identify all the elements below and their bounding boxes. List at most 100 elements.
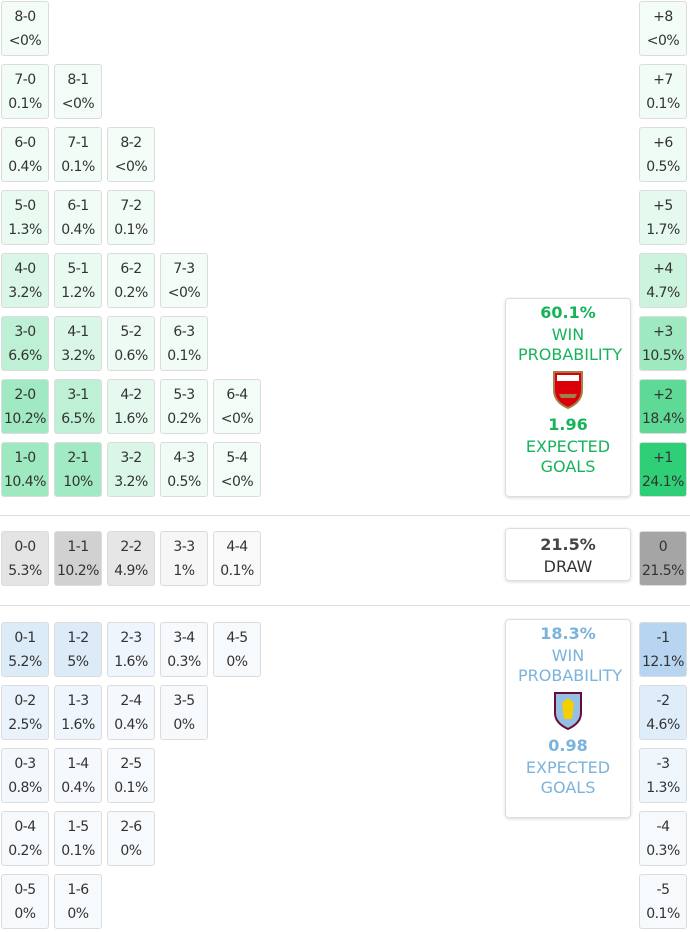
score-cell: 7-0 0.1%	[1, 64, 49, 119]
score: 0-2	[14, 692, 36, 709]
probability: 0.5%	[167, 473, 201, 490]
score: 2-5	[120, 755, 142, 772]
score: 4-5	[226, 629, 248, 646]
score-cell: 2-1 10%	[54, 442, 102, 497]
score-cell: +5 1.7%	[639, 190, 687, 245]
score-cell: 4-5 0%	[213, 622, 261, 677]
score-cell: 3-4 0.3%	[160, 622, 208, 677]
score: 2-6	[120, 818, 142, 835]
score: 7-0	[14, 71, 36, 88]
score: 8-2	[120, 134, 142, 151]
score: -3	[656, 755, 670, 772]
score: 7-2	[120, 197, 142, 214]
probability: 0.4%	[61, 221, 95, 238]
score-cell: +2 18.4%	[639, 379, 687, 434]
score-cell: 7-3 <0%	[160, 253, 208, 308]
xg-label: EXPECTED GOALS	[525, 437, 611, 476]
score-cell: 4-1 3.2%	[54, 316, 102, 371]
score: 5-0	[14, 197, 36, 214]
score: -1	[656, 629, 670, 646]
probability: 0.1%	[646, 95, 680, 112]
score-cell: 1-0 10.4%	[1, 442, 49, 497]
score-cell: 8-0 <0%	[1, 1, 49, 56]
probability: 5%	[67, 653, 89, 670]
probability: 0.1%	[61, 158, 95, 175]
probability: 4.7%	[646, 284, 680, 301]
score: 4-0	[14, 260, 36, 277]
score-cell: 1-6 0%	[54, 874, 102, 929]
probability: 24.1%	[642, 473, 684, 490]
probability: 0.4%	[114, 716, 148, 733]
score: -4	[656, 818, 670, 835]
score-cell: +6 0.5%	[639, 127, 687, 182]
score-cell: +4 4.7%	[639, 253, 687, 308]
probability: 1.6%	[61, 716, 95, 733]
probability: <0%	[646, 32, 680, 49]
score: 6-4	[226, 386, 248, 403]
score: 3-2	[120, 449, 142, 466]
score: 4-4	[226, 538, 248, 555]
score-cell: 2-3 1.6%	[107, 622, 155, 677]
score: 0-3	[14, 755, 36, 772]
probability: 10.2%	[4, 410, 46, 427]
draw-label: DRAW	[543, 556, 593, 576]
score: 0-5	[14, 881, 36, 898]
score: 6-1	[67, 197, 89, 214]
score: +1	[653, 449, 673, 466]
score: 8-1	[67, 71, 89, 88]
score: 1-6	[67, 881, 89, 898]
score-cell: 0-2 2.5%	[1, 685, 49, 740]
probability: 3.2%	[114, 473, 148, 490]
draw-panel: 21.5% DRAW	[505, 528, 631, 581]
probability: 0.1%	[646, 905, 680, 922]
score-cell: 6-3 0.1%	[160, 316, 208, 371]
score: +3	[653, 323, 673, 340]
score: 4-2	[120, 386, 142, 403]
win-probability: 60.1%	[540, 303, 596, 322]
score: 1-1	[67, 538, 89, 555]
score-cell: +3 10.5%	[639, 316, 687, 371]
probability: 0.6%	[114, 347, 148, 364]
win-label: WIN PROBABILITY	[518, 325, 623, 364]
score-cell: 2-2 4.9%	[107, 531, 155, 586]
score: 6-0	[14, 134, 36, 151]
score: +4	[653, 260, 673, 277]
score-cell: -2 4.6%	[639, 685, 687, 740]
score-cell: 4-3 0.5%	[160, 442, 208, 497]
score: 8-0	[14, 8, 36, 25]
score: 3-1	[67, 386, 89, 403]
score-cell: 1-1 10.2%	[54, 531, 102, 586]
probability: 4.6%	[646, 716, 680, 733]
score: 6-3	[173, 323, 195, 340]
score: 2-3	[120, 629, 142, 646]
score: -5	[656, 881, 670, 898]
score-cell: 6-4 <0%	[213, 379, 261, 434]
score-cell: 3-5 0%	[160, 685, 208, 740]
score: 1-5	[67, 818, 89, 835]
score-cell: 6-1 0.4%	[54, 190, 102, 245]
win-label: WIN PROBABILITY	[518, 646, 623, 685]
score-cell: 3-0 6.6%	[1, 316, 49, 371]
away-panel: 18.3% WIN PROBABILITY 0.98 EXPECTED GOAL…	[505, 619, 631, 818]
score-cell: 6-0 0.4%	[1, 127, 49, 182]
probability: 0.2%	[114, 284, 148, 301]
score-cell: 3-2 3.2%	[107, 442, 155, 497]
score: 5-4	[226, 449, 248, 466]
win-probability: 18.3%	[540, 624, 596, 643]
probability: 5.2%	[8, 653, 42, 670]
score-cell: 8-1 <0%	[54, 64, 102, 119]
score-cell: 5-2 0.6%	[107, 316, 155, 371]
xg-label: EXPECTED GOALS	[525, 758, 611, 797]
score-cell: 4-2 1.6%	[107, 379, 155, 434]
probability: <0%	[167, 284, 201, 301]
probability: 0.2%	[8, 842, 42, 859]
score: 3-0	[14, 323, 36, 340]
score-cell: -3 1.3%	[639, 748, 687, 803]
score: 1-3	[67, 692, 89, 709]
probability: <0%	[61, 95, 95, 112]
score-cell: 5-0 1.3%	[1, 190, 49, 245]
probability: <0%	[114, 158, 148, 175]
expected-goals: 0.98	[548, 736, 588, 755]
score: 5-3	[173, 386, 195, 403]
